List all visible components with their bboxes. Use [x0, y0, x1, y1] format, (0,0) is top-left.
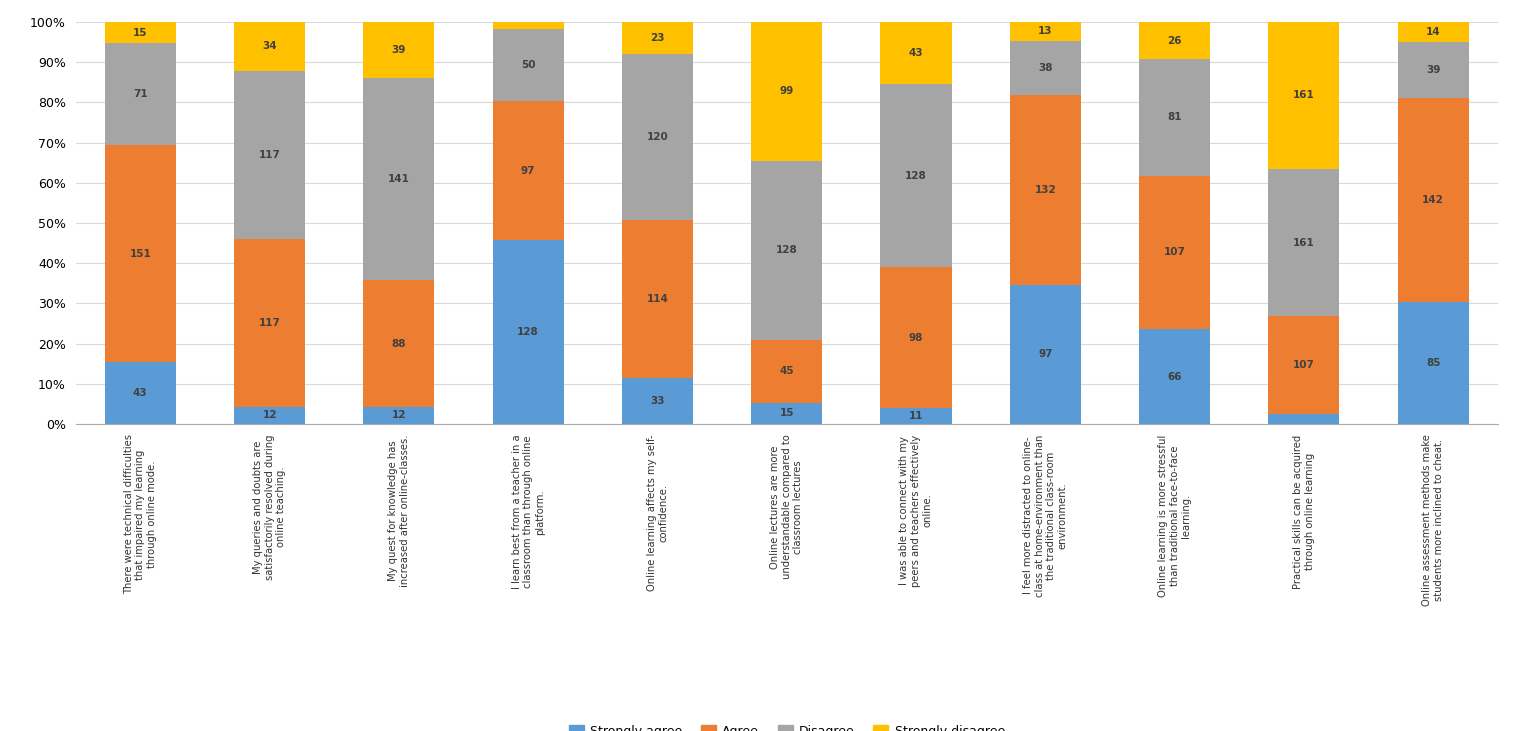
- Bar: [1139, 22, 1210, 59]
- Text: 71: 71: [133, 89, 148, 99]
- Text: 117: 117: [259, 150, 280, 160]
- Text: 15: 15: [779, 409, 794, 418]
- Text: 97: 97: [520, 165, 536, 175]
- Text: 39: 39: [392, 45, 405, 55]
- Text: 66: 66: [1168, 371, 1182, 382]
- Text: 13: 13: [1038, 26, 1053, 37]
- Bar: [622, 22, 693, 54]
- Text: 12: 12: [262, 410, 277, 420]
- Bar: [750, 22, 822, 161]
- Text: 39: 39: [1427, 65, 1440, 75]
- Bar: [1398, 22, 1469, 42]
- Text: 38: 38: [1038, 63, 1053, 73]
- Text: 14: 14: [1425, 27, 1440, 37]
- Text: 128: 128: [517, 327, 539, 337]
- Bar: [1268, 169, 1339, 317]
- Bar: [493, 240, 564, 424]
- Bar: [1268, 317, 1339, 414]
- Bar: [1009, 41, 1080, 95]
- Bar: [104, 22, 176, 43]
- Text: 99: 99: [779, 86, 794, 96]
- Bar: [493, 29, 564, 101]
- Bar: [363, 78, 434, 281]
- Text: 26: 26: [1168, 36, 1182, 45]
- Bar: [1268, 414, 1339, 424]
- Text: 120: 120: [646, 132, 669, 142]
- Bar: [622, 220, 693, 378]
- Bar: [881, 408, 952, 424]
- Text: 161: 161: [1294, 238, 1315, 248]
- Bar: [750, 340, 822, 403]
- Text: 114: 114: [646, 294, 669, 304]
- Text: 12: 12: [392, 410, 405, 420]
- Text: 43: 43: [133, 388, 148, 398]
- Text: 128: 128: [776, 246, 797, 255]
- Text: 107: 107: [1294, 360, 1315, 370]
- Bar: [881, 83, 952, 268]
- Text: 117: 117: [259, 318, 280, 327]
- Text: 98: 98: [909, 333, 923, 343]
- Bar: [622, 54, 693, 220]
- Bar: [104, 145, 176, 363]
- Bar: [1398, 42, 1469, 98]
- Bar: [881, 268, 952, 408]
- Bar: [750, 403, 822, 424]
- Text: 34: 34: [262, 42, 277, 51]
- Bar: [235, 22, 306, 71]
- Bar: [1009, 22, 1080, 41]
- Bar: [363, 406, 434, 424]
- Text: 132: 132: [1035, 185, 1056, 195]
- Bar: [363, 22, 434, 78]
- Text: 50: 50: [520, 60, 536, 70]
- Bar: [1009, 95, 1080, 284]
- Bar: [1009, 284, 1080, 424]
- Text: 11: 11: [909, 411, 923, 421]
- Text: 15: 15: [133, 28, 148, 38]
- Bar: [881, 22, 952, 83]
- Bar: [235, 239, 306, 406]
- Text: 128: 128: [905, 170, 927, 181]
- Bar: [104, 363, 176, 424]
- Bar: [1139, 175, 1210, 329]
- Text: 45: 45: [779, 366, 794, 376]
- Bar: [493, 101, 564, 240]
- Legend: Strongly agree, Agree, Disagree, Strongly disagree: Strongly agree, Agree, Disagree, Strongl…: [563, 720, 1011, 731]
- Text: 33: 33: [651, 396, 664, 406]
- Text: 88: 88: [392, 338, 405, 349]
- Text: 142: 142: [1422, 195, 1445, 205]
- Text: 107: 107: [1163, 247, 1186, 257]
- Text: 151: 151: [130, 249, 151, 259]
- Text: 23: 23: [651, 33, 664, 43]
- Bar: [235, 406, 306, 424]
- Text: 141: 141: [387, 174, 410, 184]
- Bar: [622, 378, 693, 424]
- Text: 81: 81: [1168, 113, 1182, 122]
- Bar: [104, 43, 176, 145]
- Bar: [1398, 302, 1469, 424]
- Bar: [750, 161, 822, 340]
- Bar: [235, 71, 306, 239]
- Text: 97: 97: [1038, 349, 1053, 360]
- Text: 85: 85: [1425, 358, 1440, 368]
- Bar: [1268, 22, 1339, 169]
- Bar: [1398, 98, 1469, 302]
- Bar: [1139, 329, 1210, 424]
- Bar: [493, 22, 564, 29]
- Bar: [1139, 59, 1210, 175]
- Text: 43: 43: [909, 48, 923, 58]
- Text: 161: 161: [1294, 91, 1315, 100]
- Bar: [363, 281, 434, 406]
